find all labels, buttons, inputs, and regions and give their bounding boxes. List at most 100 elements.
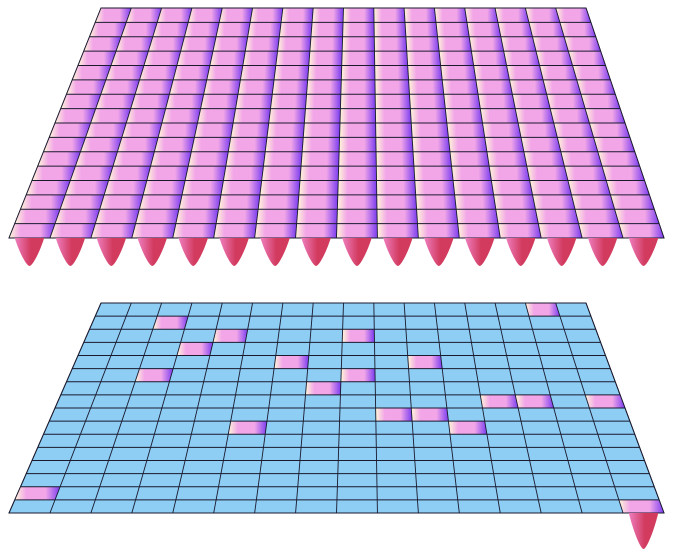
lattice-well [254,223,297,238]
lattice-well [216,22,251,37]
lattice-well [442,79,479,95]
lattice-well [188,151,229,167]
lattice-well [85,123,127,138]
lattice-well [581,94,621,109]
lattice-well [305,381,341,395]
lattice-well [478,94,516,109]
well-tip [424,238,454,266]
lattice-well [309,36,343,52]
lattice-well [453,180,494,195]
lattice-well [14,209,61,224]
lattice-well [525,303,560,317]
lattice-well [83,36,122,52]
lattice-well [268,108,306,123]
lattice-well [493,194,536,210]
lattice-well [523,151,565,167]
lattice-well [532,36,569,52]
lattice-well [445,108,483,123]
lattice-well [80,137,122,152]
lattice-well [339,137,377,152]
lattice-well [90,223,136,238]
lattice-well [49,123,91,138]
well-tip [465,238,495,266]
lattice-well [152,316,189,330]
lattice-well [564,166,607,181]
lattice-well [602,166,645,181]
lattice-well [263,151,303,167]
lattice-well [567,180,611,195]
lattice-well [480,108,519,123]
lattice-well [518,123,558,138]
well-tip [137,238,167,266]
lower-lattice-panel [8,302,665,549]
lattice-well [238,79,274,95]
lattice-well [304,108,341,123]
lattice-well [375,94,411,109]
lattice-well [213,36,248,52]
lattice-well [585,394,625,408]
lattice-well [89,22,127,37]
lattice-well [272,79,308,95]
lattice-well [512,94,551,109]
lattice-well [49,223,96,238]
lattice-well [55,209,100,224]
lattice-well [406,51,441,66]
lattice-well [55,108,96,123]
lattice-well [471,51,507,66]
lattice-well [60,94,101,109]
lattice-well [32,166,76,181]
lattice-well [413,151,452,167]
lattice-well [308,51,343,66]
lattice-well [337,180,377,195]
lattice-well [173,65,210,80]
lattice-well [72,65,111,80]
lattice-well [178,194,221,210]
lattice-well [225,151,266,167]
lattice-well [536,51,573,66]
lattice-well [295,223,337,238]
lattice-well [525,8,560,23]
lattice-well [440,65,476,80]
lattice-well [557,137,598,152]
lattice-well [405,22,438,37]
lattice-well [340,108,376,123]
lattice-well [341,51,375,66]
lattice-well [526,166,568,181]
lattice-well [489,166,530,181]
lattice-well [411,123,449,138]
lattice-well [302,137,340,152]
lattice-well [434,8,467,23]
lattice-well [532,194,575,210]
lattice-well [559,22,596,37]
lattice-well [99,194,144,210]
lattice-well [213,329,248,343]
lattice-well [342,22,375,37]
well-tip [301,238,331,266]
lattice-well [274,355,309,369]
lattice-well [14,486,61,500]
well-tip [383,238,413,266]
lattice-well [161,108,201,123]
lattice-well [26,180,71,195]
well-tip [96,238,127,266]
lattice-well [279,22,313,37]
lattice-well [443,94,481,109]
lattice-well [343,8,374,23]
lattice-well [568,51,606,66]
lattice-well [374,51,408,66]
lattice-well [515,108,554,123]
lattice-well [95,209,140,224]
lattice-well [277,36,311,52]
lattice-well [575,209,619,224]
lattice-well [543,79,581,95]
lattice-well [338,151,377,167]
lattice-well [610,194,655,210]
lattice-well [340,368,376,382]
lattice-well [578,223,624,238]
lattice-well [521,137,561,152]
lattice-well [374,22,406,37]
lattice-well [169,79,207,95]
lattice-well [464,8,498,23]
lattice-well [375,408,413,422]
lattice-well [491,180,533,195]
